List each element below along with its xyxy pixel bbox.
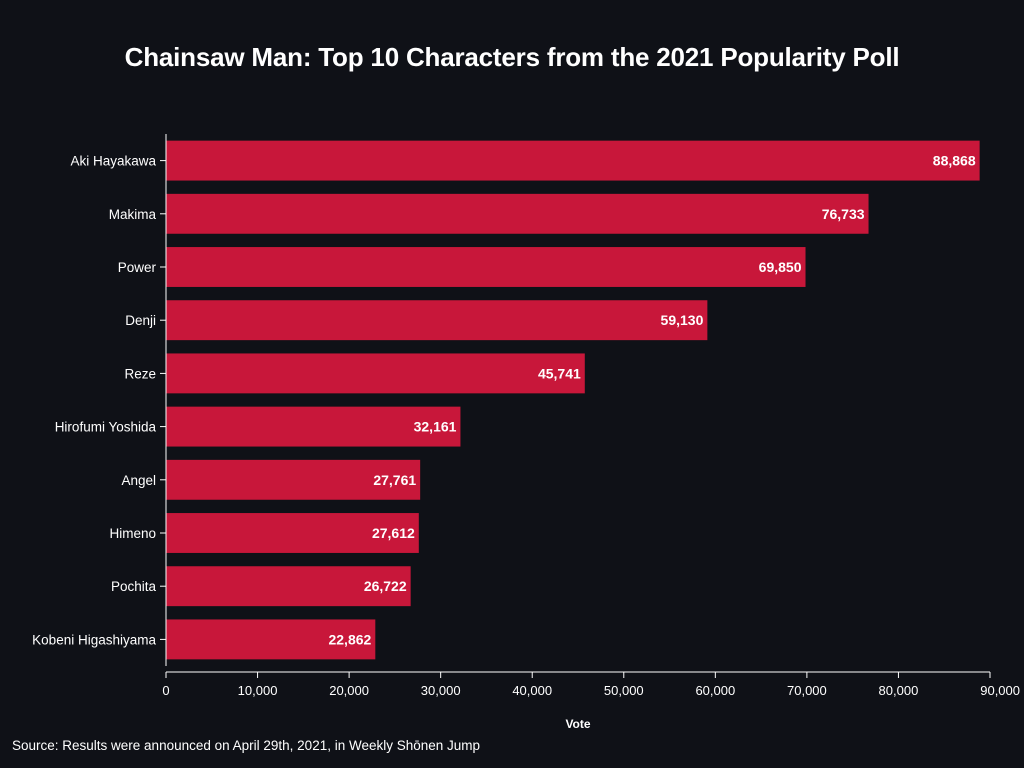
x-tick-label: 30,000 bbox=[421, 683, 461, 698]
bar bbox=[166, 247, 806, 287]
bar bbox=[166, 619, 376, 660]
bar-value-label: 45,741 bbox=[538, 365, 581, 381]
bar bbox=[166, 193, 869, 234]
category-label: Power bbox=[118, 260, 157, 275]
chart-title: Chainsaw Man: Top 10 Characters from the… bbox=[124, 42, 900, 72]
y-axis: Aki Hayakawa Makima Power Denji Reze Hirofumi… bbox=[32, 134, 167, 666]
bar bbox=[166, 353, 585, 394]
bars-layer: 88,868 76,733 69,850 59,130 45,741 32,161 27,7… bbox=[166, 140, 980, 660]
x-tick-label: 40,000 bbox=[512, 683, 552, 698]
source-note: Source: Results were announced on April … bbox=[12, 738, 481, 753]
category-label: Pochita bbox=[111, 579, 157, 594]
category-label: Angel bbox=[121, 473, 156, 488]
category-label: Aki Hayakawa bbox=[70, 154, 156, 169]
category-label: Himeno bbox=[109, 526, 156, 541]
x-tick-label: 70,000 bbox=[787, 683, 827, 698]
bar bbox=[166, 566, 411, 607]
category-label: Kobeni Higashiyama bbox=[32, 632, 156, 647]
x-tick-label: 20,000 bbox=[329, 683, 369, 698]
category-label: Makima bbox=[109, 207, 157, 222]
bar-value-label: 27,761 bbox=[373, 472, 416, 488]
bar bbox=[166, 300, 708, 341]
bar-value-label: 59,130 bbox=[661, 312, 704, 328]
bar-value-label: 69,850 bbox=[759, 259, 802, 275]
category-label: Denji bbox=[125, 313, 156, 328]
bar bbox=[166, 513, 419, 553]
x-tick-label: 50,000 bbox=[604, 683, 644, 698]
x-tick-label: 10,000 bbox=[238, 683, 278, 698]
bar-value-label: 76,733 bbox=[822, 206, 865, 222]
category-label: Reze bbox=[124, 366, 156, 381]
x-tick-label: 0 bbox=[162, 683, 169, 698]
x-axis: 0 10,000 20,000 30,000 40,000 50,000 60,000 70,… bbox=[162, 671, 1020, 698]
bar-value-label: 22,862 bbox=[328, 631, 371, 647]
bar bbox=[166, 459, 421, 500]
bar-value-label: 27,612 bbox=[372, 525, 415, 541]
x-axis-title: Vote bbox=[565, 717, 590, 731]
bar-value-label: 32,161 bbox=[414, 419, 457, 435]
category-label: Hirofumi Yoshida bbox=[55, 420, 157, 435]
bar-value-label: 26,722 bbox=[364, 578, 407, 594]
bar bbox=[166, 406, 461, 447]
bar bbox=[166, 140, 980, 181]
x-tick-label: 80,000 bbox=[879, 683, 919, 698]
x-tick-label: 60,000 bbox=[695, 683, 735, 698]
x-tick-label: 90,000 bbox=[980, 683, 1020, 698]
bar-value-label: 88,868 bbox=[933, 153, 976, 169]
